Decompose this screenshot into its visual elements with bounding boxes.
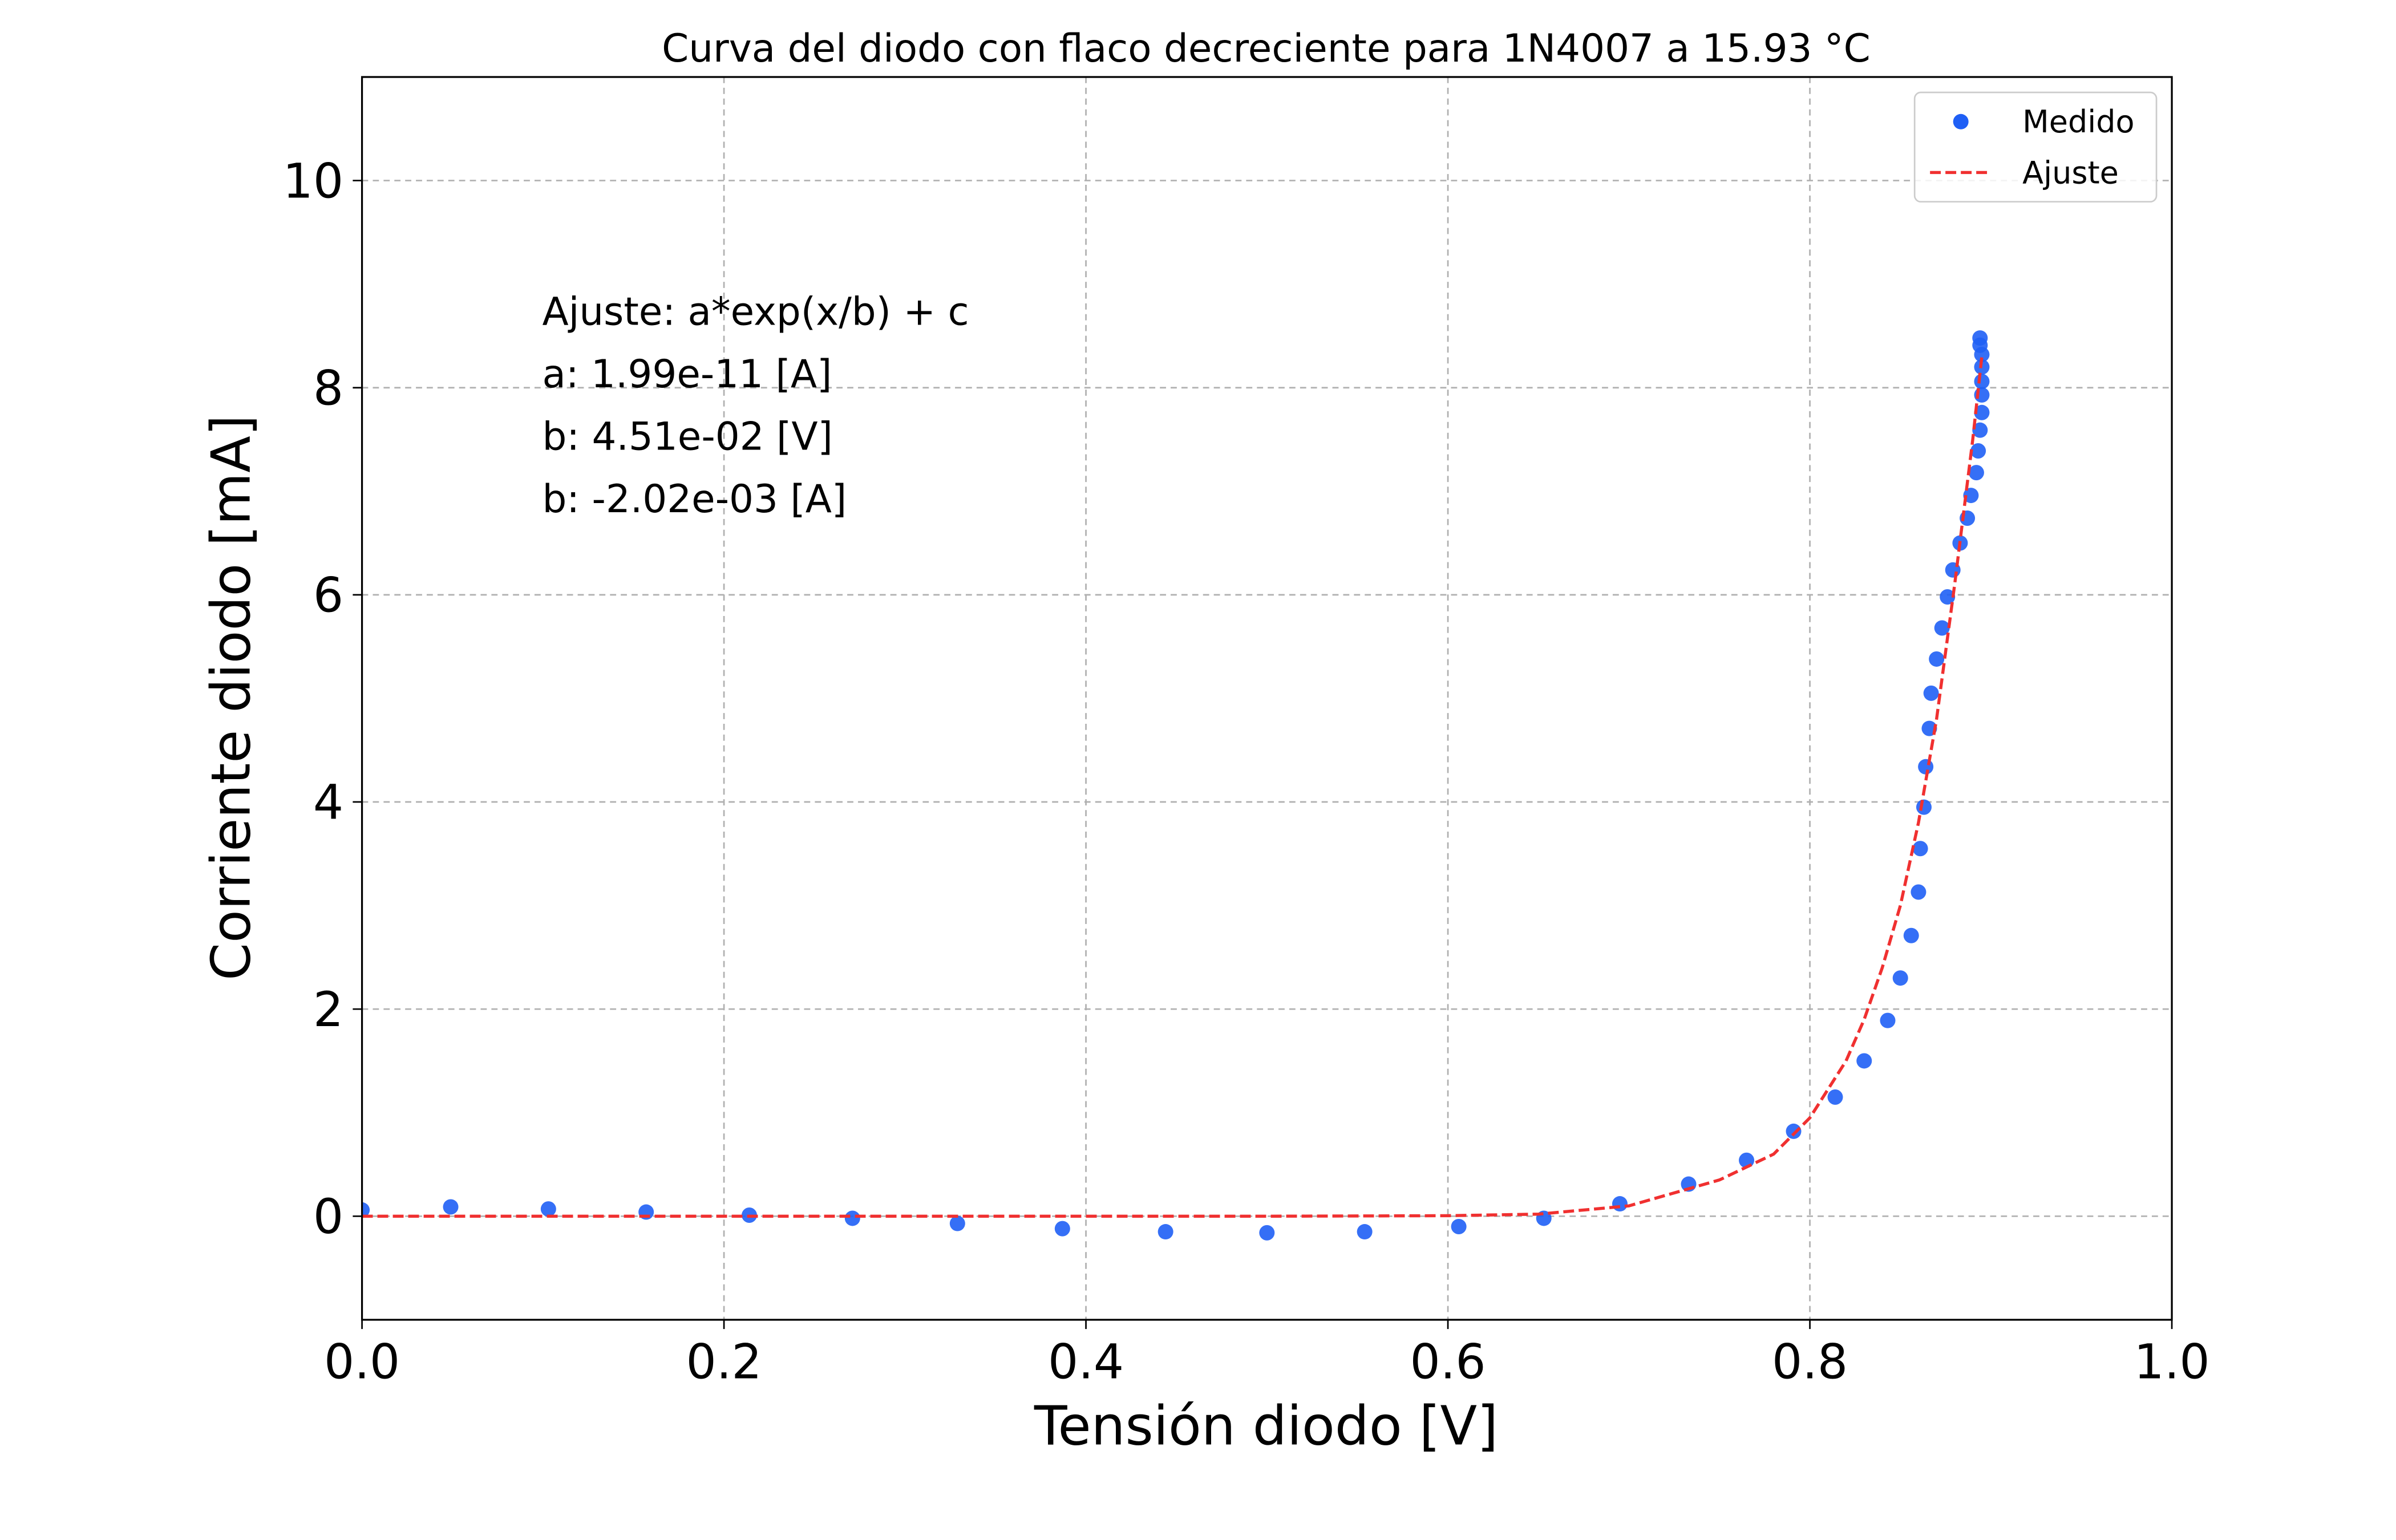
data-point bbox=[443, 1199, 459, 1215]
data-point bbox=[1880, 1012, 1896, 1028]
x-axis-label: Tensión diodo [V] bbox=[1034, 1395, 1498, 1458]
data-point bbox=[1918, 759, 1934, 775]
y-axis-label: Corriente diodo [mA] bbox=[200, 415, 262, 980]
plot-area bbox=[362, 330, 1990, 1241]
data-point bbox=[1963, 488, 1979, 504]
y-tick-label: 6 bbox=[313, 568, 343, 623]
data-point bbox=[1934, 620, 1950, 636]
plot-frame bbox=[361, 76, 2173, 1321]
data-point bbox=[949, 1215, 965, 1231]
data-point bbox=[1970, 443, 1986, 459]
data-point bbox=[1786, 1123, 1802, 1139]
data-point bbox=[1929, 651, 1945, 667]
data-point bbox=[1972, 330, 1988, 346]
data-point bbox=[1856, 1053, 1872, 1069]
data-point bbox=[1892, 970, 1908, 986]
annotation: Ajuste: a*exp(x/b) + c bbox=[542, 289, 969, 334]
data-point bbox=[1974, 374, 1990, 390]
x-tick-label: 0.2 bbox=[686, 1334, 762, 1390]
data-point bbox=[1054, 1221, 1070, 1237]
data-point bbox=[1357, 1224, 1373, 1240]
data-point bbox=[1612, 1196, 1628, 1212]
data-point bbox=[540, 1201, 556, 1217]
x-tick-label: 1.0 bbox=[2134, 1334, 2210, 1390]
y-tick-label: 10 bbox=[283, 153, 343, 209]
y-tick-label: 8 bbox=[313, 360, 343, 416]
x-tick-label: 0.4 bbox=[1048, 1334, 1124, 1390]
legend-marker bbox=[1953, 114, 1969, 129]
annotation: b: -2.02e-03 [A] bbox=[542, 476, 847, 521]
data-point bbox=[1903, 927, 1919, 943]
data-point bbox=[1451, 1218, 1467, 1234]
data-point bbox=[1974, 404, 1990, 420]
legend-label: Medido bbox=[2022, 104, 2134, 140]
data-point bbox=[1916, 799, 1932, 815]
annotation: a: 1.99e-11 [A] bbox=[542, 351, 832, 396]
data-point bbox=[1912, 841, 1928, 857]
data-point bbox=[1923, 685, 1939, 701]
fit-line bbox=[362, 356, 1984, 1218]
annotation: b: 4.51e-02 [V] bbox=[542, 414, 832, 459]
x-tick-label: 0.8 bbox=[1772, 1334, 1848, 1390]
data-point bbox=[362, 1202, 370, 1218]
x-tick-label: 0.6 bbox=[1410, 1334, 1486, 1390]
y-tick-label: 2 bbox=[313, 982, 343, 1038]
data-point bbox=[1940, 589, 1956, 605]
legend-box bbox=[1913, 91, 2158, 203]
data-point bbox=[1911, 884, 1926, 900]
data-point bbox=[1157, 1224, 1173, 1240]
chart-title: Curva del diodo con flaco decreciente pa… bbox=[662, 26, 1871, 71]
x-tick-label: 0.0 bbox=[324, 1334, 400, 1390]
y-tick-label: 0 bbox=[313, 1189, 343, 1245]
y-tick-label: 4 bbox=[313, 775, 343, 830]
data-point bbox=[1968, 465, 1984, 481]
data-point bbox=[844, 1210, 860, 1226]
legend-label: Ajuste bbox=[2022, 155, 2119, 191]
data-point bbox=[1972, 422, 1988, 438]
data-point bbox=[1259, 1225, 1275, 1241]
data-point bbox=[1827, 1089, 1843, 1105]
